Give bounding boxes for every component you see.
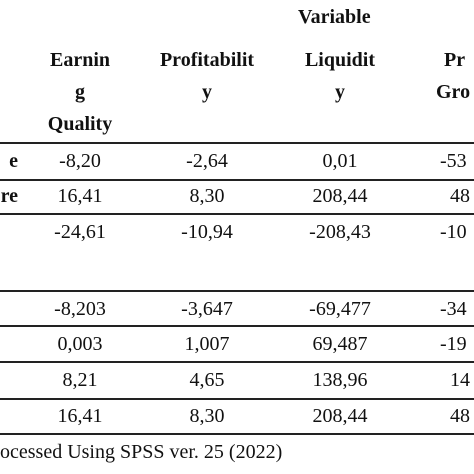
source-note: ocessed Using SPSS ver. 25 (2022) xyxy=(0,441,283,463)
table-cell: 138,96 xyxy=(312,369,368,391)
table-rule xyxy=(0,361,474,363)
table-cell: -3,647 xyxy=(181,298,233,320)
table-rule xyxy=(0,433,474,435)
table-cell: 208,44 xyxy=(312,185,368,207)
table-cell: 8,30 xyxy=(189,405,225,427)
column-header-growth: Pr Gro xyxy=(430,44,474,108)
table-cell: 48 xyxy=(450,185,470,207)
table-rule xyxy=(0,142,474,144)
header-line: Liquidit xyxy=(304,49,376,71)
table-rule xyxy=(0,325,474,327)
table-cell: 14 xyxy=(450,369,470,391)
header-line: Quality xyxy=(47,113,113,135)
table-rule xyxy=(0,398,474,400)
table-rule xyxy=(0,213,474,215)
table-cell: 0,003 xyxy=(57,333,103,355)
column-header-earning-quality: Earnin g Quality xyxy=(30,44,130,140)
table-cell: 1,007 xyxy=(184,333,230,355)
table-cell: -10,94 xyxy=(181,221,233,243)
table-cell: -34 xyxy=(440,298,467,320)
table-cell: 69,487 xyxy=(312,333,368,355)
table-cell: -53 xyxy=(440,150,467,172)
column-header-profitability: Profitabilit y xyxy=(142,44,272,108)
row-label: e xyxy=(9,150,18,172)
table-cell: 48 xyxy=(450,405,470,427)
table-cell: -10 xyxy=(440,221,467,243)
header-line: Gro xyxy=(436,81,471,103)
table-cell: -2,64 xyxy=(186,150,228,172)
table-cell: -8,20 xyxy=(59,150,101,172)
header-line: Earnin xyxy=(49,49,111,71)
table-rule xyxy=(0,290,474,292)
table-cell: -69,477 xyxy=(309,298,371,320)
header-line: g xyxy=(75,81,85,103)
header-line: Profitabilit xyxy=(159,49,255,71)
table-cell: -19 xyxy=(440,333,467,355)
table-cell: 208,44 xyxy=(312,405,368,427)
table-cell: 8,30 xyxy=(189,185,225,207)
table-cell: -24,61 xyxy=(54,221,106,243)
variable-group-header: Variable xyxy=(298,6,371,28)
row-label: re xyxy=(0,185,18,207)
table-cell: 0,01 xyxy=(322,150,358,172)
table-rule xyxy=(0,179,474,181)
table-cell: -208,43 xyxy=(309,221,371,243)
table-cell: 16,41 xyxy=(57,185,103,207)
column-header-liquidity: Liquidit y xyxy=(290,44,390,108)
table-cell: -8,203 xyxy=(54,298,106,320)
header-line: Pr xyxy=(444,49,466,71)
table-cell: 4,65 xyxy=(189,369,225,391)
header-line: y xyxy=(335,81,345,103)
header-line: y xyxy=(202,81,212,103)
table-cell: 8,21 xyxy=(62,369,98,391)
table-cell: 16,41 xyxy=(57,405,103,427)
